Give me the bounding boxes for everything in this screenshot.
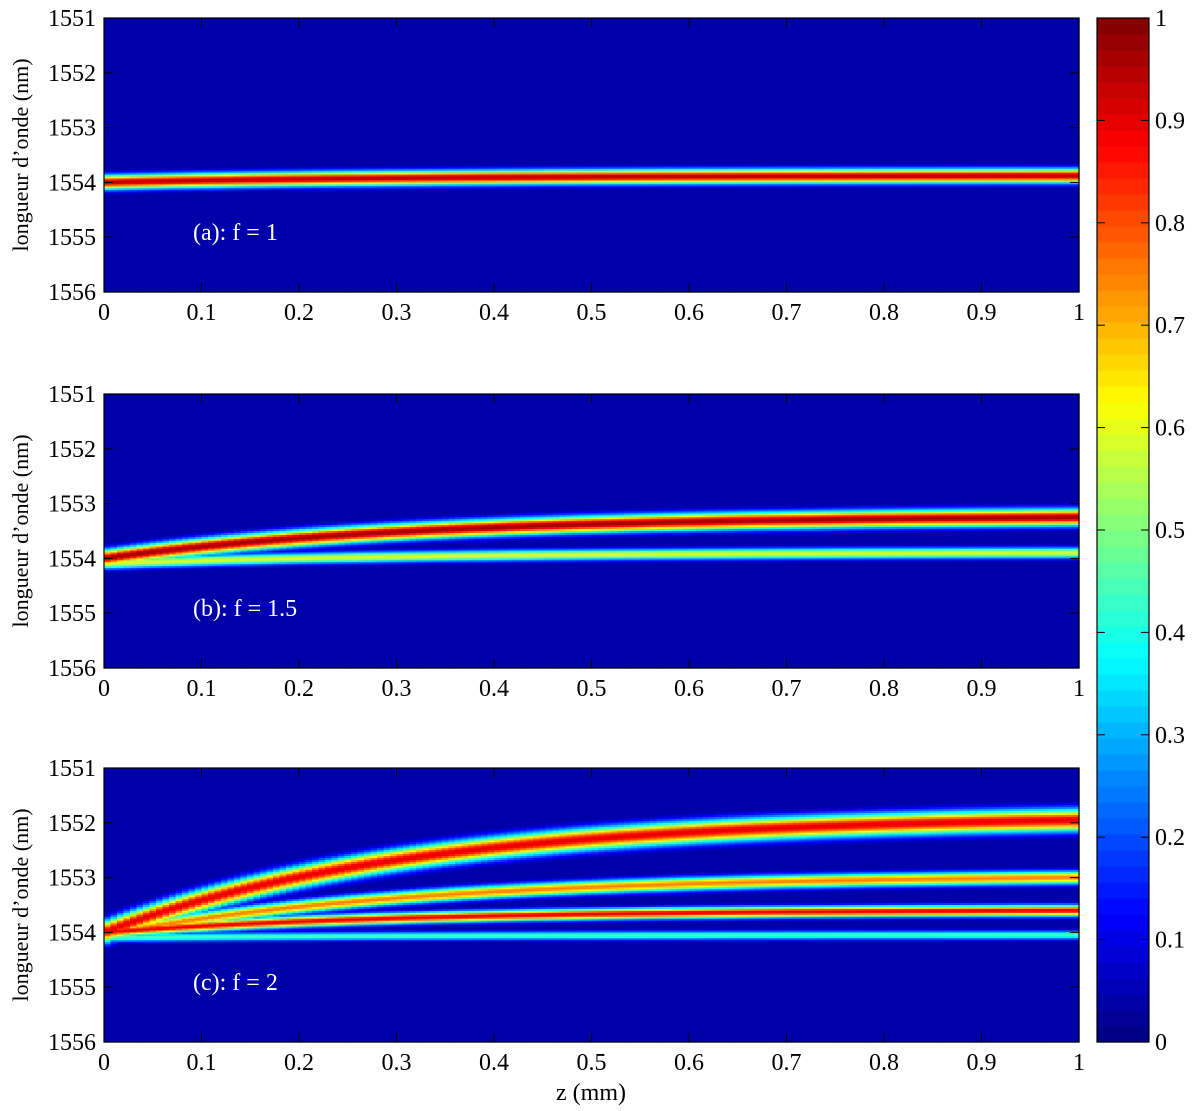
colorbar-tick-label: 0.1: [1155, 928, 1185, 954]
heatmap-panel-2: 0 0.1 0.2 0.3 0.4 0.5 0.6 0.7 0.8 0.9 1 1551 1552 155…: [8, 382, 1085, 702]
x-tick-label: 0.9: [967, 676, 997, 702]
x-tick-label: 0.8: [869, 1050, 899, 1076]
y-tick-label: 1553: [48, 492, 96, 518]
y-tick-label: 1554: [48, 170, 96, 196]
x-tick-label: 0.7: [772, 300, 802, 326]
y-tick-label: 1553: [48, 866, 96, 892]
x-tick-label: 1: [1073, 1050, 1085, 1076]
heatmap-cells: [104, 394, 1080, 669]
x-tick-label: 0.5: [577, 300, 607, 326]
x-tick-label: 1: [1073, 300, 1085, 326]
y-tick-label: 1551: [48, 756, 96, 782]
x-tick-label: 0.5: [577, 1050, 607, 1076]
colorbar-tick-label: 0.4: [1155, 620, 1185, 646]
heatmap-panel-1: 0 0.1 0.2 0.3 0.4 0.5 0.6 0.7 0.8 0.9 1 1551 1552 155…: [8, 6, 1085, 326]
colorbar-tick-label: 0.9: [1155, 108, 1185, 134]
x-tick-label: 0.3: [382, 300, 412, 326]
x-tick-label: 0.7: [772, 1050, 802, 1076]
y-tick-label: 1553: [48, 116, 96, 142]
colorbar-tick-label: 0.3: [1155, 723, 1185, 749]
x-tick-label: 0.9: [967, 300, 997, 326]
x-tick-label: 0.1: [187, 1050, 217, 1076]
y-tick-label: 1555: [48, 225, 96, 251]
y-tick-label: 1556: [48, 280, 96, 306]
x-tick-label: 0.2: [284, 1050, 314, 1076]
colorbar-tick-label: 0.7: [1155, 313, 1185, 339]
y-tick-label: 1552: [48, 437, 96, 463]
colorbar-tick-label: 0.5: [1155, 518, 1185, 544]
heatmap-cells: [104, 768, 1080, 1043]
x-tick-label: 0.3: [382, 1050, 412, 1076]
x-tick-label: 0.8: [869, 676, 899, 702]
y-tick-label: 1555: [48, 975, 96, 1001]
colorbar-tick-label: 0: [1155, 1030, 1167, 1056]
y-tick-label: 1552: [48, 811, 96, 837]
x-tick-label: 0.6: [674, 676, 704, 702]
x-tick-label: 0.1: [187, 300, 217, 326]
y-axis-label: longueur d’onde (nm): [8, 808, 33, 1001]
x-tick-label: 0.3: [382, 676, 412, 702]
colorbar-tick-label: 0.6: [1155, 416, 1185, 442]
y-tick-label: 1555: [48, 601, 96, 627]
x-tick-label: 0.1: [187, 676, 217, 702]
y-tick-label: 1554: [48, 920, 96, 946]
panel-annotation: (b): f = 1.5: [193, 596, 297, 622]
panel-annotation: (c): f = 2: [193, 970, 278, 996]
panel-annotation: (a): f = 1: [193, 220, 278, 246]
y-tick-label: 1552: [48, 61, 96, 87]
y-tick-label: 1556: [48, 656, 96, 682]
heatmap-panel-3: 0 0.1 0.2 0.3 0.4 0.5 0.6 0.7 0.8 0.9 1 1551 1552 155…: [8, 756, 1085, 1076]
x-tick-label: 0: [98, 1050, 110, 1076]
y-tick-label: 1551: [48, 6, 96, 32]
x-tick-label: 0.9: [967, 1050, 997, 1076]
y-axis-label: longueur d’onde (nm): [8, 58, 33, 251]
x-tick-label: 1: [1073, 676, 1085, 702]
y-tick-label: 1554: [48, 546, 96, 572]
x-tick-label: 0.4: [479, 1050, 509, 1076]
y-tick-label: 1551: [48, 382, 96, 408]
colorbar: 0 0.1 0.2 0.3 0.4 0.5 0.6 0.7 0.8 0.9 1: [1097, 6, 1185, 1056]
x-tick-label: 0: [98, 300, 110, 326]
colorbar-tick-label: 0.2: [1155, 825, 1185, 851]
x-tick-label: 0.2: [284, 676, 314, 702]
x-axis-label: z (mm): [556, 1080, 626, 1106]
x-tick-label: 0.6: [674, 1050, 704, 1076]
colorbar-tick-label: 1: [1155, 6, 1167, 32]
x-tick-label: 0.4: [479, 300, 509, 326]
x-tick-label: 0.5: [577, 676, 607, 702]
x-tick-label: 0.4: [479, 676, 509, 702]
x-tick-label: 0.2: [284, 300, 314, 326]
heatmap-cells: [104, 18, 1080, 293]
x-tick-label: 0.7: [772, 676, 802, 702]
y-axis-label: longueur d’onde (nm): [8, 434, 33, 627]
x-tick-label: 0.6: [674, 300, 704, 326]
x-tick-label: 0: [98, 676, 110, 702]
x-tick-label: 0.8: [869, 300, 899, 326]
y-tick-label: 1556: [48, 1030, 96, 1056]
colorbar-tick-label: 0.8: [1155, 211, 1185, 237]
